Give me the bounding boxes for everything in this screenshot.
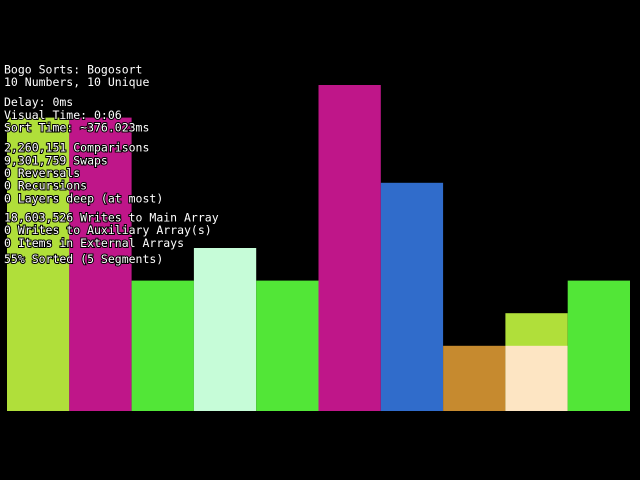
bar — [256, 280, 319, 411]
stat-line: Visual Time: 0:06 — [4, 108, 122, 122]
bar-highlight — [505, 345, 568, 411]
stat-line: 9,301,759 Swaps — [4, 153, 108, 167]
bar — [131, 280, 194, 411]
bar — [567, 280, 630, 411]
stat-line: Delay: 0ms — [4, 95, 73, 109]
bar — [69, 117, 132, 411]
bar — [380, 182, 444, 411]
stat-line: 0 Items in External Arrays — [4, 236, 184, 250]
bars — [7, 85, 630, 411]
stat-line: 2,260,151 Comparisons — [4, 141, 149, 155]
stat-line: 0 Recursions — [4, 179, 87, 193]
stat-line: 55% Sorted (5 Segments) — [4, 252, 163, 266]
stat-line: 10 Numbers, 10 Unique — [4, 75, 149, 89]
stat-line: Bogo Sorts: Bogosort — [4, 63, 142, 77]
stat-line: 0 Reversals — [4, 166, 80, 180]
stat-line: 18,603,526 Writes to Main Array — [4, 210, 219, 224]
bar — [193, 248, 257, 411]
bar — [7, 117, 70, 411]
stat-line: Sort Time: ~376.023ms — [4, 121, 149, 135]
stat-line: 0 Writes to Auxiliary Array(s) — [4, 223, 212, 237]
stat-line: 0 Layers deep (at most) — [4, 191, 163, 205]
bar — [443, 345, 506, 411]
bar — [318, 85, 381, 411]
